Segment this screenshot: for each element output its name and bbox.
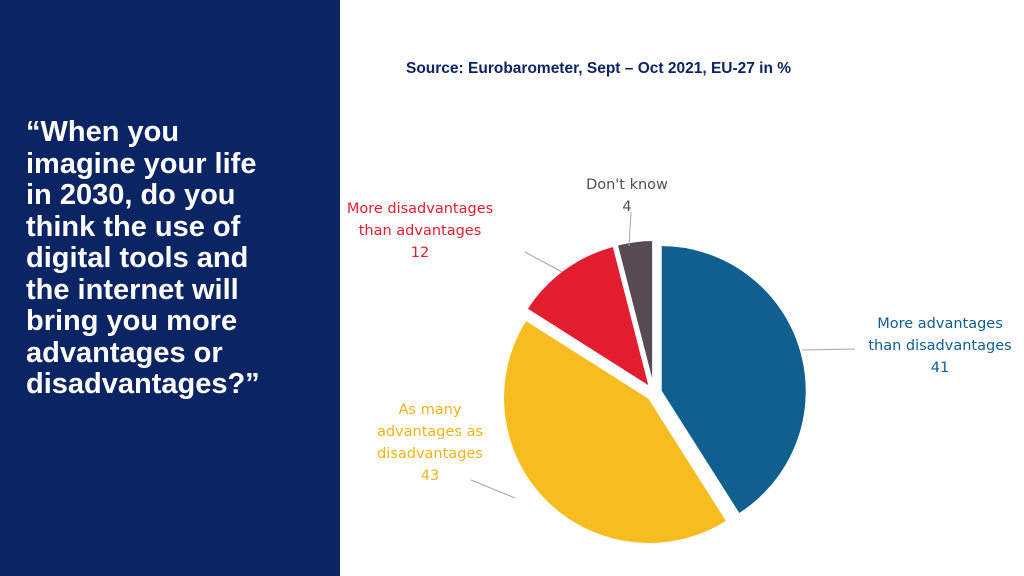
data-label-category: More advantages (877, 316, 1003, 332)
data-label-category: than advantages (359, 223, 482, 239)
question-line: advantages or (26, 336, 223, 369)
question-line: digital tools and (26, 242, 249, 274)
data-label-category: More disadvantages (347, 201, 493, 217)
data-label-category: As many (399, 402, 462, 418)
pie-slice (502, 318, 729, 545)
source-note: Source: Eurobarometer, Sept – Oct 2021, … (406, 60, 792, 77)
question-line: “When you (26, 116, 180, 148)
leader-line (801, 348, 856, 351)
pie-slice (525, 244, 652, 390)
question-text: “When you imagine your life in 2030, do … (26, 116, 260, 401)
question-line: think the use of (26, 210, 241, 243)
data-label-category: advantages as (377, 424, 483, 440)
data-label-value: 12 (411, 245, 429, 261)
data-label-category: disadvantages (377, 446, 483, 462)
data-label-category: than disadvantages (868, 338, 1011, 354)
question-line: the internet will (26, 273, 239, 306)
question-line: disadvantages?” (26, 368, 260, 400)
data-label-category: Don't know (586, 177, 668, 193)
pie-slice (659, 244, 808, 516)
pie-chart: More advantages than disadvantages 41 As ma… (347, 177, 1012, 545)
leader-line (628, 211, 632, 247)
question-panel: “When you imagine your life in 2030, do … (0, 0, 340, 576)
pie-slice (615, 239, 655, 387)
leader-line (470, 479, 516, 499)
leader-line (524, 251, 563, 273)
data-label-value: 41 (931, 360, 949, 376)
question-line: in 2030, do you (26, 179, 236, 211)
question-line: imagine your life (26, 147, 257, 180)
data-label-value: 4 (622, 199, 631, 215)
data-label-value: 43 (421, 468, 439, 484)
question-line: bring you more (26, 305, 238, 337)
